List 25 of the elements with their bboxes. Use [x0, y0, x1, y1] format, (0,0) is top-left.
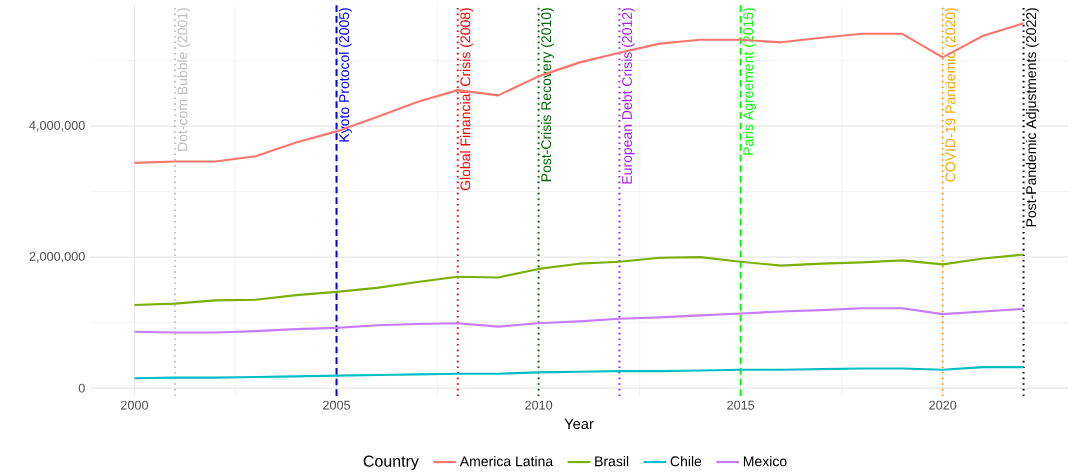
legend-label: Chile	[670, 456, 702, 467]
ref-line-label: COVID-19 Pandemic (2020)	[944, 8, 959, 182]
line-series	[133, 307, 1025, 334]
ref-line-label: Dot-com Bubble (2001)	[177, 8, 191, 151]
ref-line-label: Post-Pandemic Adjustments (2022)	[1025, 8, 1039, 227]
x-tick-label: 2020	[929, 400, 957, 410]
x-tick-label: 2010	[525, 400, 553, 410]
ref-line-label: European Debt Crisis (2012)	[621, 8, 635, 184]
ref-line-label: Global Financial Crisis (2008)	[460, 8, 474, 191]
y-tick-label: 2,000,000	[29, 251, 85, 263]
x-tick-label: 2000	[121, 400, 149, 410]
ref-line-label: Paris Agreement (2015)	[742, 8, 756, 155]
legend-label: Mexico	[743, 456, 787, 467]
legend-label: America Latina	[459, 456, 554, 467]
ref-line-label: Kyoto Protocol (2005)	[338, 8, 352, 142]
legend-title: Country	[363, 455, 419, 470]
x-axis-title: Year	[564, 418, 594, 430]
line-series	[133, 253, 1025, 307]
legend-label: Brasil	[595, 456, 629, 467]
y-tick-label: 4,000,000	[29, 120, 85, 132]
line-series	[133, 366, 1025, 380]
x-tick-label: 2015	[727, 400, 755, 410]
y-tick-label: 0	[78, 383, 85, 393]
ref-line-label: Post-Crisis Recovery (2010)	[540, 8, 554, 182]
x-tick-label: 2005	[323, 400, 351, 410]
